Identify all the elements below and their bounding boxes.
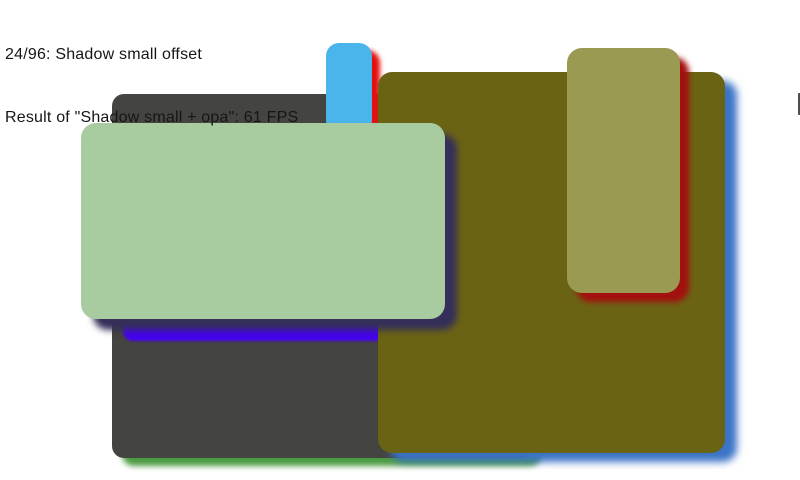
sky-blue-tab-rect <box>326 43 372 133</box>
sage-green-rect <box>81 123 445 319</box>
benchmark-progress-label: 24/96: Shadow small offset <box>5 46 203 63</box>
benchmark-result-label: Result of "Shadow small + opa": 61 FPS <box>5 109 299 126</box>
benchmark-header: 24/96: Shadow small offset Result of "Sh… <box>5 2 298 170</box>
offscreen-edge-sliver-rect <box>798 93 800 115</box>
khaki-rect <box>567 48 680 293</box>
